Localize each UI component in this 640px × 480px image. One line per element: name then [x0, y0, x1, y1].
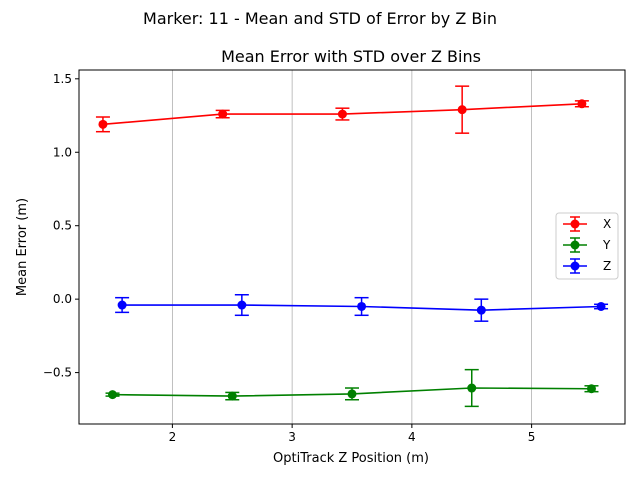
x-tick-label-0: 2 — [169, 430, 177, 444]
grid-lines — [171, 70, 533, 424]
legend-y-marker — [570, 240, 580, 250]
x-tick-label-2: 4 — [408, 430, 416, 444]
series-y-point-2 — [347, 389, 357, 399]
y-tick-label-3: 0.0 — [53, 292, 72, 306]
x-tick-label-1: 3 — [288, 430, 296, 444]
legend-entry-z: Z — [563, 258, 611, 274]
x-axis-ticks: 2 3 4 5 — [169, 424, 536, 444]
series-y-point-4 — [586, 384, 596, 394]
x-axis-label: OptiTrack Z Position (m) — [273, 451, 429, 466]
series-z-point-3 — [476, 305, 486, 315]
legend-entry-y: Y — [563, 237, 611, 253]
legend-box — [555, 212, 619, 280]
series-y-point-1 — [227, 391, 237, 401]
x-tick-label-3: 5 — [528, 430, 536, 444]
y-tick-label-1: 1.0 — [53, 145, 72, 159]
legend-z-marker — [570, 261, 580, 271]
series-x — [95, 85, 589, 134]
series-x-point-1 — [218, 109, 228, 119]
series-y-point-3 — [467, 383, 477, 393]
series-layer — [95, 85, 609, 408]
legend-entry-x: X — [563, 216, 611, 232]
series-z-point-1 — [237, 300, 247, 310]
legend: XYZ — [555, 212, 619, 280]
y-tick-label-0: 1.5 — [53, 72, 72, 86]
series-z — [115, 293, 609, 322]
series-z-point-2 — [357, 301, 367, 311]
series-x-point-2 — [337, 109, 347, 119]
series-y-point-0 — [108, 390, 118, 400]
series-x-point-3 — [457, 105, 467, 115]
y-tick-label-2: 0.5 — [53, 219, 72, 233]
series-y — [105, 368, 599, 408]
legend-x-label: X — [603, 217, 611, 231]
y-axis-ticks: 1.5 1.0 0.5 0.0 −0.5 — [43, 72, 79, 380]
series-x-point-4 — [577, 99, 587, 109]
figure-title: Marker: 11 - Mean and STD of Error by Z … — [143, 9, 497, 28]
plot-frame — [78, 69, 626, 425]
y-tick-label-4: −0.5 — [43, 366, 72, 380]
chart-title: Mean Error with STD over Z Bins — [221, 47, 481, 66]
series-z-point-0 — [117, 300, 127, 310]
series-z-point-4 — [596, 301, 606, 311]
series-x-point-0 — [98, 119, 108, 129]
legend-y-label: Y — [602, 238, 611, 252]
legend-x-marker — [570, 219, 580, 229]
y-axis-label: Mean Error (m) — [15, 198, 30, 296]
legend-z-label: Z — [603, 259, 611, 273]
